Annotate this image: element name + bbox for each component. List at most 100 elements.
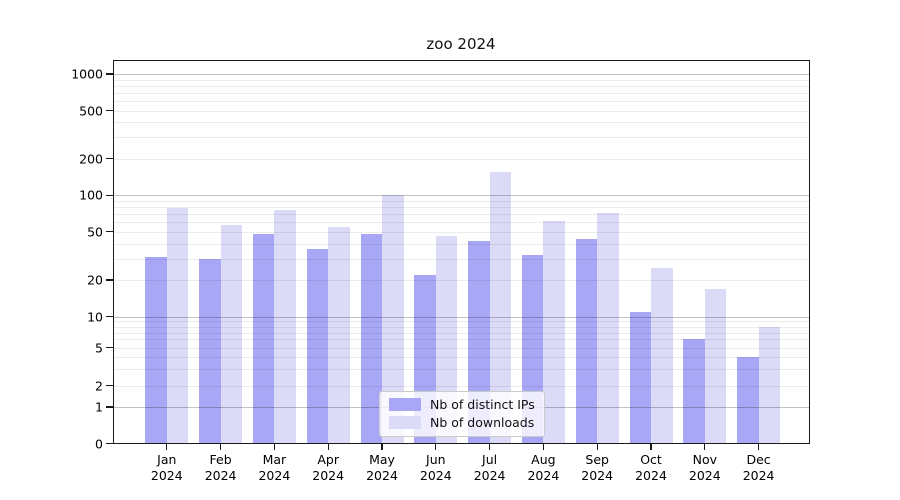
y-tick-label: 2 bbox=[95, 378, 103, 393]
x-tick-mark bbox=[381, 443, 383, 450]
bar-distinct-ips-nov bbox=[683, 339, 705, 444]
y-tick-label: 200 bbox=[79, 151, 103, 167]
y-tick-mark bbox=[106, 406, 113, 408]
gridline-minor bbox=[113, 79, 809, 81]
y-tick-label: 0 bbox=[95, 436, 103, 451]
bar-downloads-jan bbox=[166, 208, 189, 444]
y-tick-mark bbox=[106, 194, 113, 196]
x-tick-label-nov: Nov 2024 bbox=[688, 452, 721, 483]
legend-label-distinct-ips: Nb of distinct IPs bbox=[430, 397, 535, 412]
y-tick-mark bbox=[106, 384, 113, 387]
x-tick-mark bbox=[219, 443, 222, 450]
x-tick-label-jan: Jan 2024 bbox=[150, 452, 183, 483]
x-tick-label-oct: Oct 2024 bbox=[635, 452, 667, 483]
gridline-minor bbox=[113, 356, 809, 358]
legend-item-downloads: Nb of downloads bbox=[389, 415, 535, 430]
y-tick-label: 5 bbox=[95, 340, 103, 355]
gridline-minor bbox=[113, 207, 809, 209]
bar-downloads-oct bbox=[651, 268, 673, 444]
bar-downloads-jul bbox=[489, 171, 512, 444]
x-tick-label-feb: Feb 2024 bbox=[204, 452, 237, 483]
gridline-minor bbox=[113, 158, 809, 160]
chart-title: zoo 2024 bbox=[426, 35, 496, 53]
x-tick-mark bbox=[327, 443, 329, 450]
bar-downloads-sep bbox=[597, 213, 619, 444]
gridline-minor bbox=[113, 92, 809, 94]
gridline-minor bbox=[113, 332, 809, 334]
bar-downloads-dec bbox=[758, 326, 781, 444]
y-tick-mark bbox=[106, 442, 113, 445]
gridline-minor bbox=[113, 280, 809, 282]
bar-downloads-feb bbox=[220, 224, 243, 444]
gridline-minor bbox=[113, 321, 809, 323]
x-tick-label-jun: Jun 2024 bbox=[419, 452, 452, 483]
legend-swatch-distinct-ips bbox=[389, 398, 421, 411]
x-tick-mark bbox=[704, 443, 706, 450]
bar-distinct-ips-apr bbox=[306, 249, 329, 444]
gridline-minor bbox=[113, 200, 809, 202]
gridline-major bbox=[113, 195, 809, 197]
y-tick-label: 1 bbox=[95, 399, 103, 415]
y-tick-label: 20 bbox=[87, 272, 103, 288]
gridline-minor bbox=[113, 231, 809, 233]
bar-downloads-apr bbox=[328, 226, 350, 444]
x-tick-mark bbox=[596, 443, 598, 450]
y-tick-label: 10 bbox=[87, 309, 103, 325]
bar-distinct-ips-mar bbox=[252, 233, 275, 444]
x-tick-mark bbox=[542, 443, 545, 450]
x-tick-label-mar: Mar 2024 bbox=[258, 452, 291, 483]
bar-downloads-nov bbox=[704, 288, 727, 444]
gridline-major bbox=[113, 74, 809, 75]
y-tick-mark bbox=[106, 279, 113, 281]
y-tick-label: 50 bbox=[87, 224, 103, 240]
y-tick-mark bbox=[106, 315, 113, 318]
x-tick-label-dec: Dec 2024 bbox=[742, 452, 775, 483]
x-tick-mark bbox=[273, 443, 276, 450]
x-tick-label-sep: Sep 2024 bbox=[581, 452, 614, 483]
x-tick-mark bbox=[435, 443, 437, 450]
gridline-minor bbox=[113, 368, 809, 370]
x-tick-label-jul: Jul 2024 bbox=[473, 452, 506, 483]
legend-item-distinct-ips: Nb of distinct IPs bbox=[389, 397, 535, 412]
gridline-minor bbox=[113, 137, 809, 139]
y-tick-mark bbox=[106, 231, 113, 233]
x-tick-mark bbox=[757, 443, 760, 450]
bar-downloads-may bbox=[382, 195, 404, 444]
x-tick-label-may: May 2024 bbox=[366, 452, 398, 483]
y-tick-label: 500 bbox=[79, 103, 103, 118]
y-tick-label: 100 bbox=[79, 187, 103, 203]
y-tick-mark bbox=[106, 158, 113, 160]
gridline-minor bbox=[113, 347, 809, 349]
bar-distinct-ips-sep bbox=[575, 238, 598, 444]
gridline-minor bbox=[113, 243, 809, 245]
y-tick-mark bbox=[106, 73, 113, 75]
legend: Nb of distinct IPs Nb of downloads bbox=[379, 391, 545, 437]
x-tick-mark bbox=[488, 443, 491, 450]
x-tick-mark bbox=[650, 443, 652, 450]
bar-downloads-mar bbox=[274, 210, 296, 444]
gridline-minor bbox=[113, 85, 809, 87]
bar-distinct-ips-jan bbox=[145, 256, 167, 444]
x-tick-mark bbox=[166, 443, 168, 450]
bar-distinct-ips-may bbox=[360, 233, 382, 444]
gridline-minor bbox=[113, 214, 809, 216]
gridline-minor bbox=[113, 100, 809, 102]
gridline-major bbox=[113, 316, 809, 318]
legend-label-downloads: Nb of downloads bbox=[430, 415, 535, 430]
gridline-minor bbox=[113, 222, 809, 224]
gridline-minor bbox=[113, 122, 809, 124]
gridline-minor bbox=[113, 385, 809, 387]
y-tick-label: 1000 bbox=[71, 66, 103, 82]
gridline-minor bbox=[113, 339, 809, 341]
x-tick-label-apr: Apr 2024 bbox=[312, 452, 345, 483]
bar-distinct-ips-dec bbox=[737, 356, 759, 444]
bar-distinct-ips-oct bbox=[629, 311, 651, 444]
y-tick-mark bbox=[106, 109, 113, 112]
y-tick-mark bbox=[106, 346, 113, 349]
gridline-minor bbox=[113, 326, 809, 328]
gridline-minor bbox=[113, 110, 809, 112]
gridline-minor bbox=[113, 258, 809, 260]
x-tick-label-aug: Aug 2024 bbox=[527, 452, 560, 483]
bar-downloads-aug bbox=[543, 221, 565, 444]
